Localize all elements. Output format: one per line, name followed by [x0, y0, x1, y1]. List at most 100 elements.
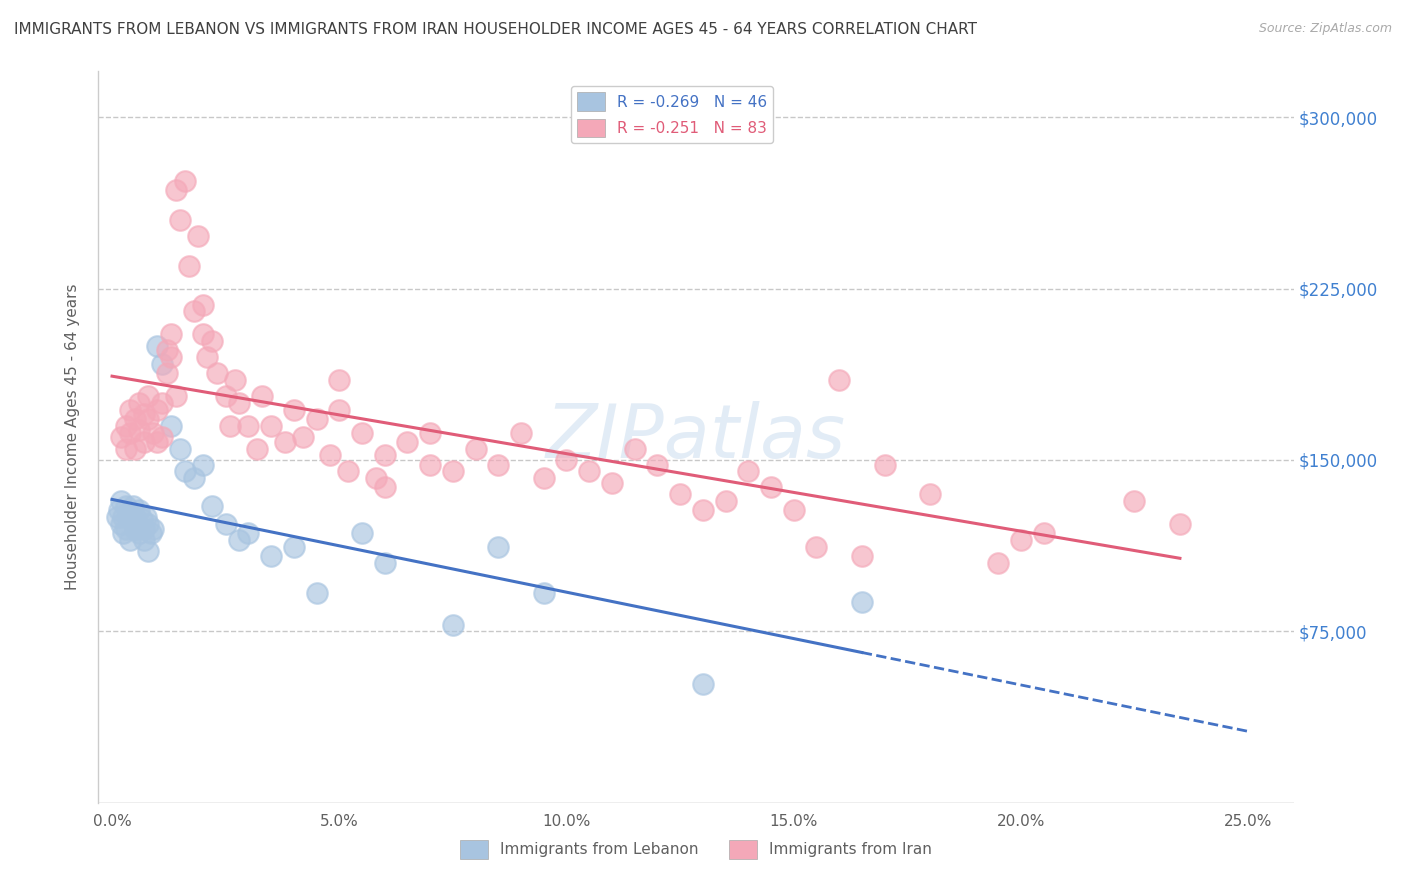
- Point: [120, 533, 142, 547]
- Point: [150, 396, 173, 410]
- Point: [228, 396, 250, 410]
- Point: [260, 549, 283, 563]
- Point: [132, 407, 155, 421]
- Point: [160, 327, 183, 342]
- Point: [441, 464, 464, 478]
- Point: [160, 350, 183, 364]
- Point: [851, 594, 873, 608]
- Point: [283, 540, 305, 554]
- Point: [165, 389, 187, 403]
- Point: [124, 510, 146, 524]
- Point: [250, 389, 273, 403]
- Point: [337, 464, 360, 478]
- Point: [142, 425, 165, 440]
- Y-axis label: Householder Income Ages 45 - 64 years: Householder Income Ages 45 - 64 years: [65, 284, 80, 591]
- Point: [828, 373, 851, 387]
- Point: [128, 423, 150, 437]
- Point: [328, 402, 350, 417]
- Point: [283, 402, 305, 417]
- Point: [110, 494, 132, 508]
- Point: [191, 327, 214, 342]
- Point: [150, 357, 173, 371]
- Point: [169, 213, 191, 227]
- Point: [374, 556, 396, 570]
- Point: [201, 334, 224, 348]
- Point: [110, 516, 132, 531]
- Point: [132, 521, 155, 535]
- Point: [464, 442, 486, 456]
- Point: [1032, 526, 1054, 541]
- Point: [155, 343, 177, 358]
- Point: [533, 585, 555, 599]
- Point: [128, 503, 150, 517]
- Point: [138, 411, 160, 425]
- Point: [142, 521, 165, 535]
- Point: [187, 228, 209, 243]
- Point: [132, 533, 155, 547]
- Legend: Immigrants from Lebanon, Immigrants from Iran: Immigrants from Lebanon, Immigrants from…: [454, 834, 938, 864]
- Text: ZIPatlas: ZIPatlas: [546, 401, 846, 473]
- Point: [191, 458, 214, 472]
- Point: [396, 434, 419, 449]
- Point: [918, 487, 941, 501]
- Point: [419, 458, 441, 472]
- Point: [135, 510, 157, 524]
- Point: [228, 533, 250, 547]
- Point: [114, 442, 136, 456]
- Point: [138, 544, 160, 558]
- Point: [328, 373, 350, 387]
- Point: [419, 425, 441, 440]
- Point: [139, 526, 162, 541]
- Point: [246, 442, 269, 456]
- Point: [160, 418, 183, 433]
- Point: [114, 499, 136, 513]
- Point: [305, 585, 328, 599]
- Point: [759, 480, 782, 494]
- Point: [350, 526, 373, 541]
- Point: [987, 556, 1010, 570]
- Text: Source: ZipAtlas.com: Source: ZipAtlas.com: [1258, 22, 1392, 36]
- Point: [1123, 494, 1146, 508]
- Point: [214, 516, 236, 531]
- Point: [165, 183, 187, 197]
- Point: [214, 389, 236, 403]
- Point: [120, 402, 142, 417]
- Point: [112, 510, 135, 524]
- Point: [260, 418, 283, 433]
- Point: [179, 259, 201, 273]
- Point: [108, 503, 131, 517]
- Point: [173, 174, 195, 188]
- Point: [191, 297, 214, 311]
- Text: IMMIGRANTS FROM LEBANON VS IMMIGRANTS FROM IRAN HOUSEHOLDER INCOME AGES 45 - 64 : IMMIGRANTS FROM LEBANON VS IMMIGRANTS FR…: [14, 22, 977, 37]
- Point: [305, 411, 328, 425]
- Point: [319, 448, 342, 462]
- Point: [714, 494, 737, 508]
- Point: [183, 304, 205, 318]
- Point: [350, 425, 373, 440]
- Point: [578, 464, 600, 478]
- Point: [120, 510, 142, 524]
- Point: [124, 521, 146, 535]
- Point: [183, 471, 205, 485]
- Point: [121, 499, 143, 513]
- Point: [112, 526, 135, 541]
- Point: [138, 516, 160, 531]
- Point: [169, 442, 191, 456]
- Point: [692, 503, 714, 517]
- Point: [274, 434, 297, 449]
- Point: [238, 526, 260, 541]
- Point: [510, 425, 533, 440]
- Point: [114, 418, 136, 433]
- Point: [291, 430, 314, 444]
- Point: [647, 458, 669, 472]
- Point: [441, 617, 464, 632]
- Point: [224, 373, 246, 387]
- Point: [692, 677, 714, 691]
- Point: [669, 487, 692, 501]
- Point: [851, 549, 873, 563]
- Point: [105, 510, 128, 524]
- Point: [120, 425, 142, 440]
- Point: [486, 458, 509, 472]
- Point: [600, 475, 623, 490]
- Point: [173, 464, 195, 478]
